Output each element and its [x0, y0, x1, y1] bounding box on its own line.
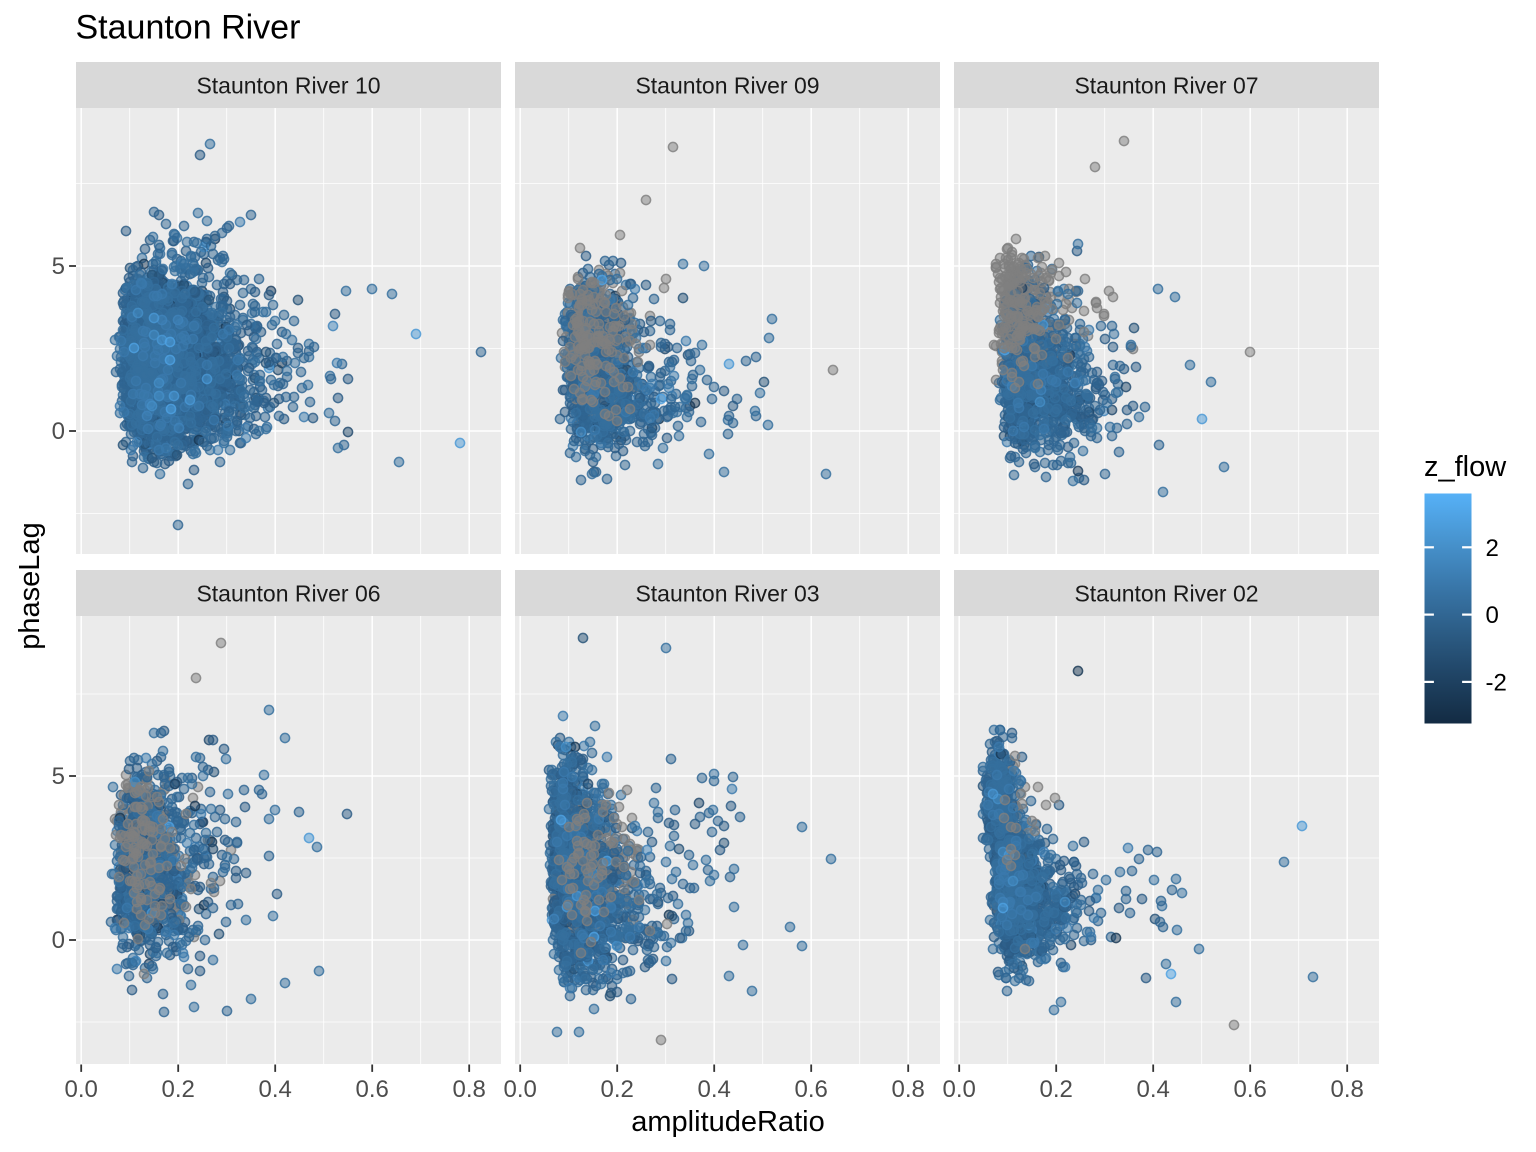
svg-text:5: 5 — [52, 253, 65, 280]
svg-text:0.4: 0.4 — [259, 1076, 292, 1103]
svg-text:0: 0 — [1486, 602, 1499, 629]
svg-text:0.6: 0.6 — [795, 1076, 828, 1103]
svg-text:0.0: 0.0 — [504, 1076, 537, 1103]
svg-text:0.2: 0.2 — [1040, 1076, 1073, 1103]
svg-text:Staunton River 02: Staunton River 02 — [1074, 581, 1258, 607]
svg-text:Staunton River 07: Staunton River 07 — [1074, 73, 1258, 99]
svg-text:5: 5 — [52, 763, 65, 790]
svg-text:0.8: 0.8 — [892, 1076, 925, 1103]
svg-text:0.6: 0.6 — [1234, 1076, 1267, 1103]
svg-text:0.4: 0.4 — [1137, 1076, 1170, 1103]
svg-text:Staunton River 09: Staunton River 09 — [635, 73, 819, 99]
svg-text:phaseLag: phaseLag — [14, 522, 46, 649]
svg-text:0.4: 0.4 — [698, 1076, 731, 1103]
svg-text:0: 0 — [52, 418, 65, 445]
svg-text:0.0: 0.0 — [65, 1076, 98, 1103]
svg-text:2: 2 — [1486, 535, 1499, 562]
svg-text:amplitudeRatio: amplitudeRatio — [631, 1106, 824, 1138]
svg-text:0.0: 0.0 — [943, 1076, 976, 1103]
svg-text:Staunton River 03: Staunton River 03 — [635, 581, 819, 607]
svg-text:0.8: 0.8 — [1331, 1076, 1364, 1103]
svg-text:0.8: 0.8 — [453, 1076, 486, 1103]
svg-text:-2: -2 — [1486, 669, 1507, 696]
svg-text:0: 0 — [52, 927, 65, 954]
svg-text:z_flow: z_flow — [1424, 451, 1507, 483]
svg-text:Staunton River 10: Staunton River 10 — [196, 73, 380, 99]
svg-text:0.6: 0.6 — [356, 1076, 389, 1103]
svg-text:Staunton River 06: Staunton River 06 — [196, 581, 380, 607]
svg-text:Staunton River: Staunton River — [76, 9, 301, 47]
svg-text:0.2: 0.2 — [162, 1076, 195, 1103]
svg-text:0.2: 0.2 — [601, 1076, 634, 1103]
